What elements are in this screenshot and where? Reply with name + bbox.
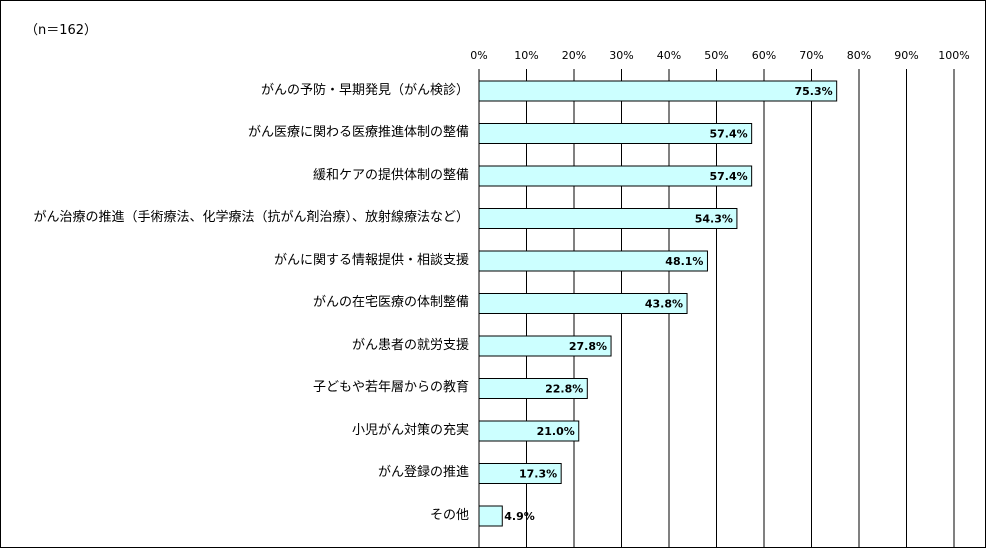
- bar: [478, 463, 562, 484]
- x-tick-label: 0%: [470, 49, 487, 62]
- category-label: がん登録の推進: [377, 465, 469, 480]
- category-label: がん治療の推進（手術療法、化学療法（抗がん剤治療）、放射線療法など）: [33, 210, 469, 225]
- x-tick-label: 70%: [799, 49, 823, 62]
- bar: [478, 123, 753, 144]
- bar: [478, 420, 580, 442]
- x-tick-label: 50%: [704, 49, 728, 62]
- category-label: がんに関する情報提供・相談支援: [273, 252, 469, 268]
- bar: [478, 293, 688, 314]
- value-label: 43.8%: [645, 298, 683, 311]
- category-label: 子どもや若年層からの教育: [312, 380, 469, 395]
- x-tick-label: 30%: [609, 49, 633, 62]
- value-label: 75.3%: [795, 85, 833, 98]
- bar: [478, 165, 753, 187]
- x-tick-label: 20%: [562, 49, 586, 62]
- value-label: 57.4%: [709, 128, 747, 141]
- x-tick-label: 10%: [514, 49, 538, 62]
- x-tick-label: 80%: [847, 49, 871, 62]
- value-label: 27.8%: [569, 340, 607, 353]
- value-label: 54.3%: [695, 213, 733, 226]
- value-label: 17.3%: [519, 468, 557, 481]
- value-label: 57.4%: [709, 170, 747, 183]
- category-label: その他: [429, 507, 469, 523]
- category-label: がんの在宅医療の体制整備: [312, 295, 469, 310]
- value-label: 4.9%: [504, 510, 535, 523]
- sample-size-note: （n＝162）: [25, 23, 98, 38]
- category-label: がんの予防・早期発見（がん検診）: [260, 82, 469, 98]
- value-label: 21.0%: [537, 425, 575, 438]
- x-tick-label: 100%: [938, 49, 969, 62]
- bar: [478, 208, 738, 229]
- value-label: 22.8%: [545, 383, 583, 396]
- category-label: がん患者の就労支援: [351, 337, 469, 353]
- category-label: 小児がん対策の充実: [351, 422, 469, 438]
- bar: [478, 80, 838, 102]
- category-label: がん医療に関わる医療推進体制の整備: [247, 125, 469, 140]
- bar: [478, 505, 503, 527]
- bar: [478, 378, 588, 399]
- category-label: 緩和ケアの提供体制の整備: [312, 167, 469, 183]
- bar: [478, 335, 612, 357]
- bar: [478, 250, 708, 272]
- x-tick-label: 40%: [657, 49, 681, 62]
- value-label: 48.1%: [665, 255, 703, 268]
- x-tick-label: 60%: [752, 49, 776, 62]
- x-tick-label: 90%: [894, 49, 918, 62]
